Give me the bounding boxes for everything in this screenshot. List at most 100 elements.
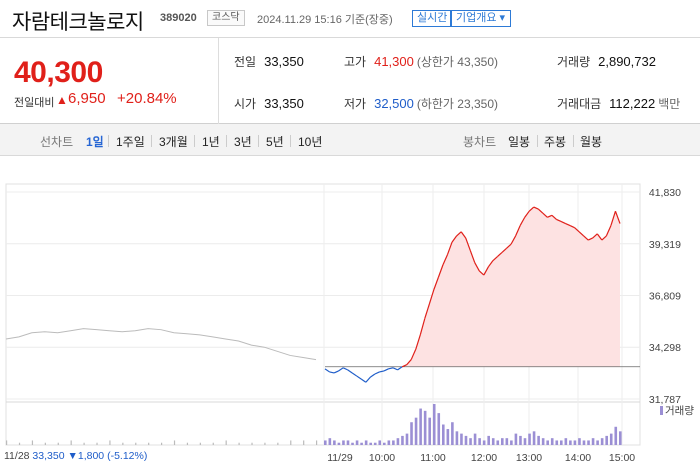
volume-bar (423, 410, 427, 445)
price-segment-up (497, 251, 503, 257)
volume-bar (324, 440, 327, 445)
change-label: 전일대비 (14, 97, 55, 109)
prev-close-value: 33,350 (264, 54, 304, 69)
low-stat: 저가 32,500 (하한가 23,350) (344, 95, 498, 112)
price-segment-up (592, 233, 598, 239)
chart-frame (5, 183, 641, 446)
price-segment-up (574, 227, 580, 233)
volume-bar-prev (251, 442, 253, 445)
trade-value-label: 거래대금 (557, 97, 602, 111)
y-tick-label: 34,298 (649, 342, 681, 354)
down-arrow-icon: ▼ (67, 450, 78, 462)
prev-day-change: 1,800 (77, 450, 105, 462)
volume-bar (573, 440, 577, 445)
upper-limit: (상한가 43,350) (416, 55, 499, 69)
volume-bar (469, 438, 472, 445)
x-tick-label: 15:00 (609, 452, 635, 464)
price-segment-up (501, 247, 507, 253)
price-lines (5, 206, 640, 383)
price-summary: 40,300 전일대비 ▲ 6,950 +20.84% 전일 33,350 고가 4… (0, 38, 700, 124)
price-segment-up (614, 210, 621, 224)
volume-bar-prev (18, 442, 21, 445)
price-segment-up (605, 225, 612, 237)
tab-separator (194, 135, 195, 147)
trade-value: 112,222 (609, 96, 656, 111)
y-tick-label: 36,809 (649, 290, 681, 302)
line-chart-label: 선차트 (40, 135, 74, 149)
volume-bar (383, 442, 386, 445)
price-segment-up (551, 214, 557, 220)
price-segment-up (424, 303, 430, 319)
price-segment-up (469, 250, 476, 263)
high-label: 고가 (344, 55, 367, 69)
tab-weekly-candle[interactable]: 주봉 (544, 135, 567, 149)
price-chart[interactable]: 41,830 39,319 36,809 34,298 31,787 11/29 10:0… (0, 156, 700, 473)
volume-bar (451, 422, 454, 445)
tab-separator (151, 135, 152, 147)
volume-bar (473, 433, 477, 445)
tab-3month[interactable]: 3개월 (159, 135, 188, 149)
volume-bar-prev (173, 440, 176, 445)
tab-3year[interactable]: 3년 (234, 135, 252, 149)
realtime-button[interactable]: 실시간 (412, 10, 453, 27)
volume-bar (491, 438, 495, 445)
price-area (325, 207, 620, 367)
volume-bar (373, 442, 377, 445)
current-price: 40,300 (14, 56, 103, 89)
volume-bar (505, 438, 509, 445)
price-segment-up (556, 218, 562, 223)
price-segment-up (460, 231, 467, 239)
tab-separator (290, 135, 291, 147)
price-segment-up (465, 237, 471, 251)
tab-1week[interactable]: 1주일 (116, 135, 145, 149)
volume-bar (555, 440, 559, 445)
price-segment-up (533, 206, 539, 210)
volume-bar (351, 442, 354, 445)
price-segment-up (428, 289, 435, 305)
volume-bar (337, 442, 341, 445)
trade-value-stat: 거래대금 112,222 백만 (557, 95, 680, 112)
tab-5year[interactable]: 5년 (266, 135, 284, 149)
price-segment-down (329, 371, 335, 374)
tab-daily-candle[interactable]: 일봉 (508, 135, 531, 149)
price-segment-down (324, 368, 330, 373)
market-badge: 코스닥 (207, 10, 245, 26)
price-segment-down (397, 366, 403, 371)
volume-bar (532, 431, 536, 445)
volume-bar (582, 440, 586, 445)
volume-bar-prev (6, 440, 8, 445)
lower-limit: (하한가 23,350) (416, 97, 499, 111)
company-overview-dropdown[interactable]: 기업개요 ▾ (450, 10, 512, 27)
price-segment-up (419, 318, 426, 335)
price-segment-down (347, 369, 353, 374)
price-segment-up (437, 264, 444, 278)
tab-1day[interactable]: 1일 (86, 135, 104, 149)
open-stat: 시가 33,350 (234, 95, 304, 112)
x-tick-label: 11/29 (327, 452, 353, 464)
volume-bar (614, 426, 618, 445)
price-segment-up (537, 208, 544, 214)
x-tick-label: 13:00 (516, 452, 542, 464)
tab-monthly-candle[interactable]: 월봉 (580, 135, 603, 149)
volume-bar (369, 442, 372, 445)
tab-10year[interactable]: 10년 (298, 135, 323, 149)
volume-bar (487, 435, 490, 445)
change-percent: +20.84% (117, 90, 177, 107)
volume-legend-label: 거래량 (665, 405, 694, 417)
price-segment-up (410, 349, 417, 360)
volume-bar (328, 438, 332, 445)
volume-bar (619, 431, 622, 445)
price-segment-down (370, 373, 376, 378)
up-arrow-icon: ▲ (56, 93, 68, 107)
volume-label: 거래량 (557, 55, 591, 69)
volume-bar (550, 438, 554, 445)
price-segment-up (510, 235, 517, 245)
tab-1year[interactable]: 1년 (202, 135, 220, 149)
volume-bar (405, 433, 409, 445)
price-segment-up (515, 225, 521, 237)
volume-bar-prev (83, 442, 85, 445)
x-tick-label: 14:00 (565, 452, 591, 464)
price-segment-up (547, 214, 553, 218)
y-tick-label: 39,319 (649, 239, 681, 251)
price-segment-up (451, 235, 458, 243)
